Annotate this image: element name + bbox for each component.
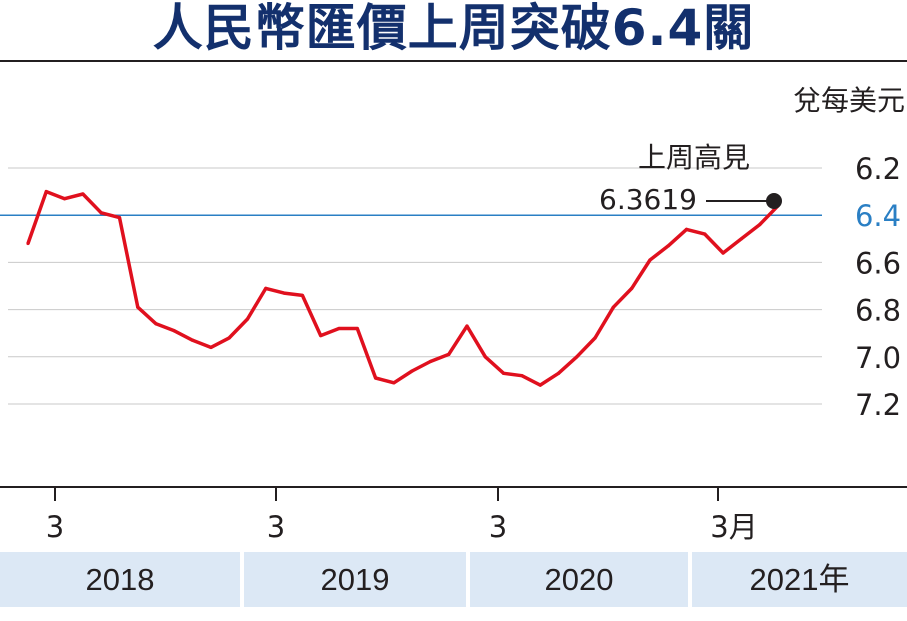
data-point	[136, 305, 140, 309]
data-point	[300, 293, 304, 298]
y-tick-label: 6.2	[855, 152, 901, 186]
data-point	[245, 317, 250, 321]
y-tick-label: 7.0	[855, 341, 901, 375]
x-tick-label: 3	[267, 510, 285, 544]
data-point	[154, 322, 158, 326]
y-tick-label: 6.6	[855, 246, 901, 280]
data-point	[117, 215, 122, 220]
title-divider	[0, 60, 907, 62]
unit-label: 兌每美元	[793, 84, 905, 117]
data-point	[81, 192, 85, 196]
x-axis-ticks: 3 3 3 3月	[46, 487, 758, 544]
data-point	[538, 383, 542, 387]
x-tick-label: 3	[46, 510, 64, 544]
data-point	[428, 359, 433, 364]
y-tick-label: 6.4	[855, 199, 901, 233]
year-label: 2020	[544, 562, 614, 597]
year-label: 2018	[85, 562, 155, 597]
x-tick-label: 3	[489, 510, 507, 544]
x-tick-label: 3月	[710, 510, 757, 544]
data-point	[758, 223, 762, 227]
year-separator	[466, 552, 470, 607]
data-point	[319, 333, 323, 338]
year-separator	[240, 552, 244, 607]
year-label: 2019	[320, 562, 390, 597]
year-band	[0, 552, 907, 607]
data-point	[227, 336, 231, 340]
gridlines	[0, 167, 822, 405]
data-point	[666, 244, 670, 248]
data-point	[373, 376, 378, 380]
data-point	[502, 371, 506, 375]
data-point	[520, 374, 524, 378]
data-point	[62, 197, 67, 201]
annotation-value: 6.3619	[599, 183, 697, 216]
y-tick-label: 7.2	[855, 388, 901, 422]
data-point	[684, 227, 689, 231]
data-point	[172, 329, 176, 333]
data-point	[264, 286, 268, 290]
data-point	[44, 190, 48, 194]
y-axis-labels: 6.2 6.4 6.6 6.8 7.0 7.2	[855, 152, 901, 422]
data-point	[26, 241, 30, 246]
year-separator	[688, 552, 692, 607]
data-point	[282, 291, 286, 295]
data-point	[483, 355, 487, 359]
data-point	[447, 352, 451, 357]
data-point	[209, 345, 213, 349]
data-point	[337, 326, 341, 331]
data-point	[191, 338, 195, 342]
data-point	[703, 232, 707, 236]
annotation: 上周高見 6.3619	[599, 141, 782, 216]
data-point	[648, 258, 652, 262]
data-point	[739, 237, 744, 241]
annotation-label: 上周高見	[638, 141, 750, 174]
data-point	[721, 251, 725, 255]
data-point	[99, 211, 103, 215]
series-line	[26, 189, 780, 387]
data-point	[410, 369, 414, 373]
data-point	[611, 305, 615, 309]
annotation-marker	[766, 193, 782, 209]
chart-title: 人民幣匯價上周突破6.4關	[152, 0, 755, 57]
data-point	[392, 381, 396, 385]
year-label: 2021年	[749, 562, 850, 597]
data-point	[575, 355, 579, 359]
series-line-group	[26, 189, 780, 387]
data-point	[465, 324, 469, 328]
y-tick-label: 6.8	[855, 294, 901, 328]
data-point	[593, 336, 597, 340]
data-point	[630, 286, 634, 290]
data-point	[355, 326, 359, 331]
data-point	[556, 371, 561, 375]
